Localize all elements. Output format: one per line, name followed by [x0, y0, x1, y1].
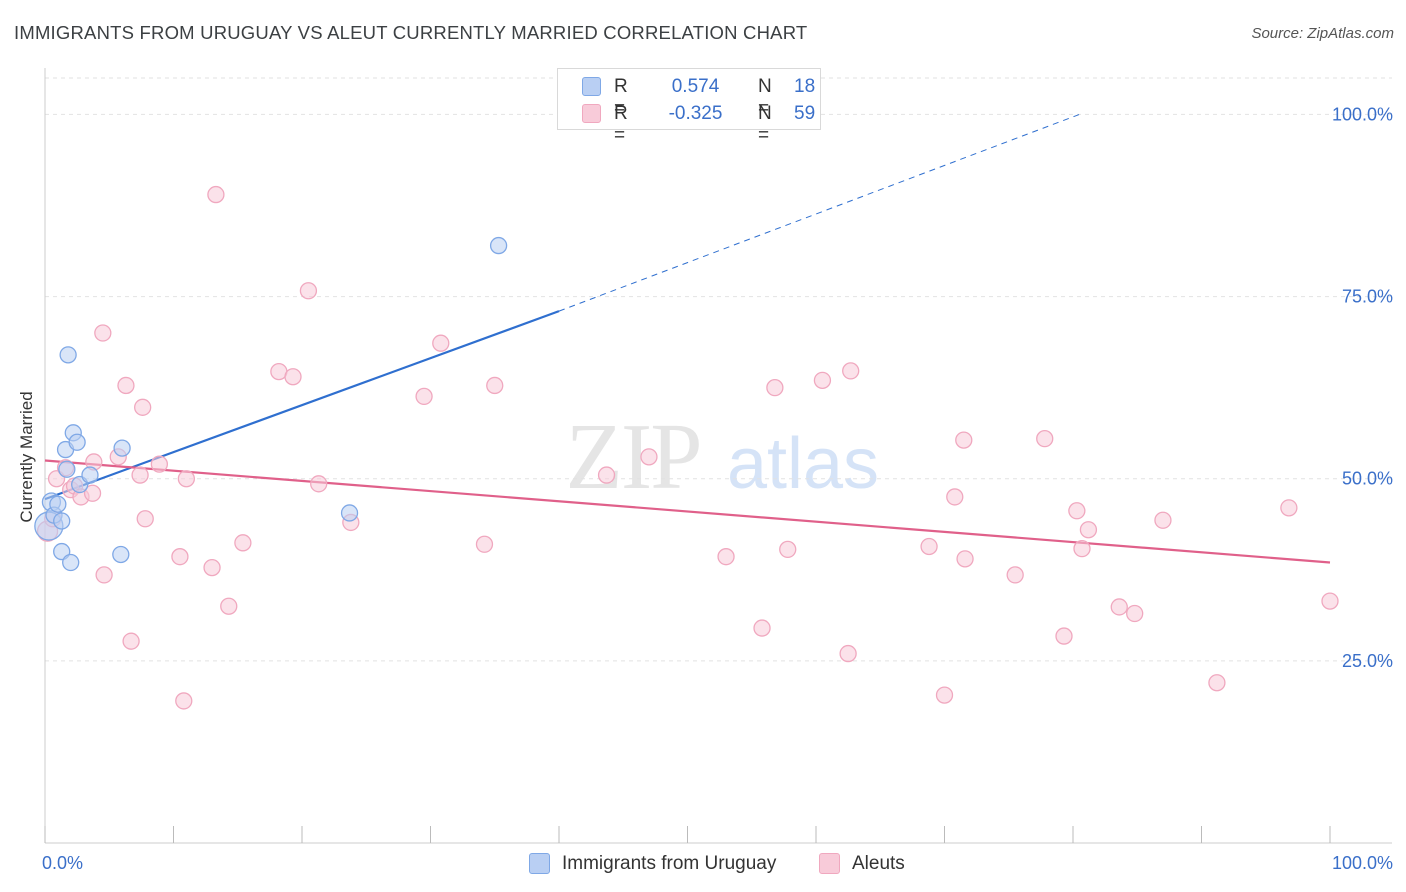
y-tick-label: 75.0%	[1342, 287, 1393, 307]
data-point	[1006, 566, 1024, 584]
data-point	[1110, 598, 1128, 616]
data-point	[175, 692, 193, 710]
data-point	[432, 334, 450, 352]
n-value: 18	[794, 76, 816, 97]
r-label: R =	[614, 103, 628, 146]
data-point	[83, 484, 102, 502]
trend-line	[44, 310, 560, 501]
data-point	[1208, 674, 1226, 692]
data-point	[920, 537, 938, 556]
data-point	[284, 368, 302, 386]
x-tick-label: 0.0%	[42, 853, 83, 873]
data-point	[946, 488, 964, 506]
data-point	[489, 236, 508, 255]
data-point	[134, 398, 152, 416]
data-point	[839, 644, 857, 663]
data-point	[1126, 604, 1144, 623]
data-point	[117, 376, 135, 395]
n-value: 59	[794, 103, 816, 124]
data-point	[59, 346, 77, 364]
trend-line	[44, 459, 1331, 564]
data-point	[122, 632, 140, 650]
data-point	[49, 495, 67, 513]
data-point	[415, 387, 433, 406]
data-point	[1079, 521, 1098, 539]
data-point	[640, 448, 658, 466]
data-point	[62, 553, 80, 572]
data-point	[955, 431, 973, 449]
data-point	[203, 558, 221, 577]
data-point	[68, 433, 86, 451]
data-point	[842, 362, 860, 380]
data-point	[340, 504, 359, 522]
data-point	[112, 545, 130, 564]
trend-line-extension	[558, 113, 1080, 312]
data-point	[935, 686, 954, 704]
uruguay-swatch	[582, 77, 601, 96]
y-tick-label: 50.0%	[1342, 469, 1393, 489]
data-point	[113, 439, 131, 457]
data-point	[1073, 540, 1091, 558]
r-value: 0.574	[671, 76, 720, 97]
aleuts-legend-swatch	[819, 853, 840, 874]
watermark: ZIP atlas	[566, 405, 880, 509]
data-point	[94, 324, 112, 342]
stats-legend: R = 0.574 N = 18 R = -0.325 N = 59	[557, 68, 821, 146]
data-point	[766, 378, 784, 397]
watermark-atlas: atlas	[727, 424, 879, 504]
data-point	[486, 376, 504, 395]
data-point	[171, 548, 189, 566]
data-point	[779, 540, 797, 559]
trend-lines	[44, 113, 1331, 564]
data-point	[597, 466, 616, 484]
data-point	[1321, 592, 1339, 610]
data-point	[1280, 499, 1298, 517]
data-point	[1154, 511, 1172, 529]
tick-labels: 25.0% 50.0% 75.0% 100.0% 0.0% 100.0%	[42, 104, 1393, 873]
data-point	[220, 597, 238, 615]
data-point	[234, 534, 252, 552]
y-axis-label: Currently Married	[17, 391, 36, 523]
data-point	[1068, 502, 1086, 520]
x-tick-label: 100.0%	[1332, 853, 1393, 873]
data-point	[53, 512, 71, 530]
data-point	[131, 466, 149, 484]
chart-title: IMMIGRANTS FROM URUGUAY VS ALEUT CURRENT…	[14, 22, 808, 43]
data-point	[813, 371, 832, 390]
grid-lines	[45, 77, 1392, 662]
data-point	[310, 475, 328, 493]
data-point	[956, 550, 974, 568]
data-point	[1055, 627, 1073, 645]
data-point	[136, 510, 154, 528]
data-point	[95, 566, 113, 584]
data-point	[150, 455, 169, 473]
uruguay-legend-swatch	[529, 853, 550, 874]
data-point	[1036, 429, 1054, 448]
data-point	[58, 460, 76, 478]
axes	[44, 68, 1392, 844]
watermark-zip: ZIP	[566, 405, 701, 509]
data-point	[717, 548, 735, 566]
data-points	[34, 185, 1339, 710]
data-point	[475, 535, 494, 553]
data-point	[299, 282, 318, 300]
y-tick-label: 25.0%	[1342, 651, 1393, 671]
data-point	[207, 185, 225, 204]
r-label: R =	[614, 76, 628, 119]
legend-label: Aleuts	[852, 853, 905, 874]
legend-label: Immigrants from Uruguay	[562, 853, 777, 874]
r-value: -0.325	[668, 103, 723, 124]
aleuts-swatch	[582, 104, 601, 123]
n-label: N =	[758, 76, 772, 119]
n-label: N =	[758, 103, 772, 146]
data-point	[753, 619, 771, 637]
y-tick-label: 100.0%	[1332, 104, 1393, 124]
data-point	[177, 470, 196, 488]
data-point	[81, 466, 99, 484]
source-label: Source: ZipAtlas.com	[1251, 25, 1394, 42]
